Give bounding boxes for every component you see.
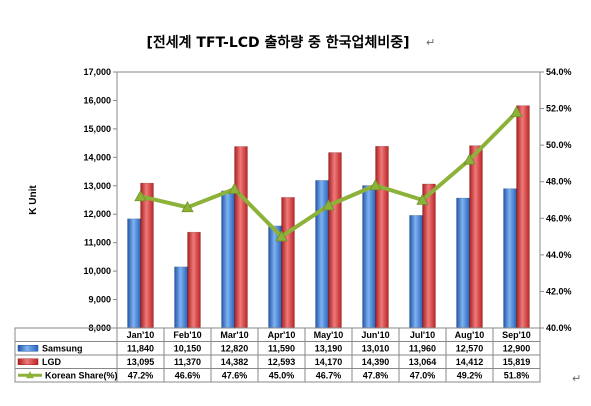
category-label: Feb'10 (173, 330, 201, 340)
bar-samsung (127, 218, 141, 329)
data-table: Jan'10 Feb'10 Mar'10 Apr'10 May'10 Jun'10 Jul'… (14, 327, 541, 383)
y-tick-label: 14,000 (83, 152, 111, 162)
share-point (416, 193, 429, 205)
bar-lgd (375, 145, 389, 329)
table-cell: 11,840 (127, 343, 154, 353)
share-point (463, 153, 476, 165)
table-cell: 45.0% (269, 370, 295, 380)
share-point (275, 230, 288, 242)
category-label: Sep'10 (502, 330, 531, 340)
bar-samsung (503, 188, 517, 329)
bar-samsung (315, 180, 329, 329)
y-tick-label: 10,000 (83, 266, 111, 276)
y-axis-label: K Unit (28, 185, 39, 215)
y2-tick-label: 44.0% (546, 250, 572, 260)
table-cell: 12,570 (456, 343, 484, 353)
right-axis-ticks: 40.0% 42.0% 44.0% 46.0% 48.0% 50.0% 52.0% 54.0% (540, 67, 572, 333)
y-tick-label: 17,000 (83, 67, 111, 77)
table-cell: 47.0% (410, 370, 436, 380)
share-line (134, 105, 523, 242)
legend-swatch (17, 358, 39, 365)
y2-tick-label: 52.0% (546, 104, 572, 114)
legend-marker (26, 371, 34, 379)
bar-lgd (234, 146, 248, 329)
series-name: LGD (42, 357, 61, 367)
bar-samsung (456, 197, 470, 329)
table-cell: 11,590 (268, 343, 295, 353)
y-tick-label: 12,000 (83, 209, 111, 219)
table-cell: 49.2% (457, 370, 483, 380)
y-tick-label: 13,000 (83, 181, 111, 191)
category-label: Mar'10 (220, 330, 248, 340)
table-cell: 47.2% (128, 370, 154, 380)
bar-samsung (174, 266, 188, 329)
title-return-mark: ↵ (426, 37, 435, 49)
category-label: May'10 (314, 330, 344, 340)
table-cell: 46.7% (316, 370, 342, 380)
bar-lgd (516, 105, 530, 329)
table-cell: 12,593 (268, 357, 296, 367)
category-label: Apr'10 (268, 330, 296, 340)
series-name: Korean Share(%) (45, 370, 118, 380)
table-cell: 15,819 (503, 357, 531, 367)
y2-tick-label: 46.0% (546, 213, 572, 223)
table-cell: 12,900 (503, 343, 531, 353)
y-tick-label: 11,000 (84, 238, 111, 248)
table-cell: 51.8% (504, 370, 530, 380)
series-name: Samsung (42, 343, 83, 353)
table-cell: 11,370 (174, 357, 201, 367)
left-axis-ticks: 8,0009,00010,00011,00012,00013,00014,000… (83, 67, 117, 333)
table-cell: 12,820 (221, 343, 249, 353)
table-cell: 47.8% (363, 370, 389, 380)
bar-samsung (409, 215, 423, 329)
bar-lgd (140, 182, 154, 329)
category-label: Jan'10 (127, 330, 155, 340)
y-tick-label: 16,000 (83, 95, 111, 105)
bar-samsung (362, 185, 376, 329)
table-cell: 14,390 (362, 357, 390, 367)
share-point (134, 190, 147, 202)
table-cell: 14,382 (221, 357, 249, 367)
table-cell: 13,095 (127, 357, 155, 367)
share-point (322, 199, 335, 211)
share-point (181, 200, 194, 213)
table-cell: 13,064 (409, 357, 437, 367)
table-cell: 46.6% (175, 370, 201, 380)
y-tick-label: 9,000 (88, 295, 111, 305)
table-cell: 47.6% (222, 370, 248, 380)
table-cell: 14,412 (456, 357, 484, 367)
bar-lgd (281, 197, 295, 329)
end-return-mark: ↵ (572, 373, 581, 385)
y2-tick-label: 42.0% (546, 286, 572, 296)
bar-lgd (187, 231, 201, 329)
y2-tick-label: 48.0% (546, 177, 572, 187)
bar-lgd (422, 183, 436, 329)
bar-lgd (469, 145, 483, 329)
bars (127, 105, 530, 329)
y2-tick-label: 54.0% (546, 67, 572, 77)
table-cell: 14,170 (315, 357, 343, 367)
bar-samsung (221, 190, 235, 329)
table-cell: 10,150 (174, 343, 202, 353)
y2-tick-label: 40.0% (546, 323, 572, 333)
bar-lgd (328, 152, 342, 329)
category-label: Jul'10 (410, 330, 435, 340)
y2-tick-label: 50.0% (546, 140, 572, 150)
table-cell: 13,190 (315, 343, 343, 353)
y-tick-label: 15,000 (83, 124, 111, 134)
category-label: Jun'10 (361, 330, 389, 340)
share-point (228, 182, 241, 194)
category-label: Aug'10 (455, 330, 485, 340)
share-point (510, 105, 523, 118)
share-point (369, 179, 382, 191)
table-cell: 11,960 (409, 343, 436, 353)
table-cell: 13,010 (362, 343, 390, 353)
chart-title: [전세계 TFT-LCD 출하량 중 한국업체비중] (147, 34, 410, 51)
legend-swatch (17, 345, 39, 352)
